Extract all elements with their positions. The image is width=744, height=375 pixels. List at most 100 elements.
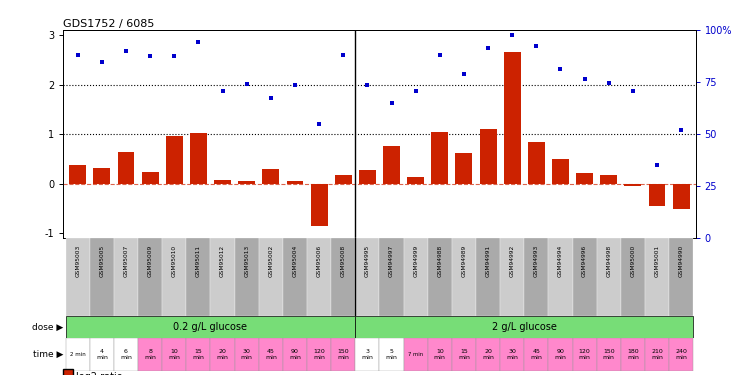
Bar <box>432 132 448 184</box>
Text: GSM95008: GSM95008 <box>341 244 346 277</box>
Bar <box>283 238 307 316</box>
Bar <box>190 133 207 184</box>
Bar <box>211 339 234 371</box>
Text: GSM95010: GSM95010 <box>172 244 177 277</box>
Bar <box>428 339 452 371</box>
Text: 3
min: 3 min <box>362 350 373 360</box>
Text: 8
min: 8 min <box>144 350 156 360</box>
Text: GSM95001: GSM95001 <box>655 244 659 277</box>
Text: GSM95003: GSM95003 <box>75 244 80 277</box>
Bar <box>548 339 573 371</box>
Text: 90
min: 90 min <box>554 350 566 360</box>
Bar <box>259 339 283 371</box>
Text: GSM95002: GSM95002 <box>269 244 273 277</box>
Bar <box>90 339 114 371</box>
Text: GSM94989: GSM94989 <box>461 244 466 277</box>
Text: GSM95013: GSM95013 <box>244 244 249 277</box>
Text: 10
min: 10 min <box>434 350 446 360</box>
Text: 30
min: 30 min <box>506 350 518 360</box>
Text: GSM94996: GSM94996 <box>582 244 587 277</box>
Text: GSM95007: GSM95007 <box>124 244 129 277</box>
Bar <box>452 339 476 371</box>
Text: 10
min: 10 min <box>168 350 180 360</box>
Text: GSM95006: GSM95006 <box>317 244 321 277</box>
Bar <box>166 136 183 184</box>
Bar <box>669 238 693 316</box>
Bar <box>186 339 211 371</box>
Bar <box>186 238 211 316</box>
Bar <box>335 176 352 184</box>
Bar <box>649 184 665 206</box>
Text: 150
min: 150 min <box>603 350 615 360</box>
Bar <box>548 238 573 316</box>
Bar <box>263 169 279 184</box>
Text: dose ▶: dose ▶ <box>32 322 63 332</box>
Bar <box>525 339 548 371</box>
Bar <box>620 238 645 316</box>
Text: 15
min: 15 min <box>458 350 470 360</box>
Bar <box>455 153 472 184</box>
Bar <box>307 238 331 316</box>
Bar <box>403 238 428 316</box>
Bar <box>552 159 569 184</box>
Text: GSM94990: GSM94990 <box>679 244 684 277</box>
Bar <box>673 184 690 209</box>
Bar <box>65 238 90 316</box>
Text: GSM95005: GSM95005 <box>100 244 104 277</box>
Bar <box>356 339 379 371</box>
Text: 6
min: 6 min <box>120 350 132 360</box>
Bar <box>645 339 669 371</box>
Bar <box>234 238 259 316</box>
Bar <box>162 238 186 316</box>
Text: 90
min: 90 min <box>289 350 301 360</box>
Text: 240
min: 240 min <box>676 350 687 360</box>
Text: log2 ratio: log2 ratio <box>76 372 123 375</box>
Bar <box>500 339 525 371</box>
Text: GSM95012: GSM95012 <box>220 244 225 277</box>
Text: GSM95000: GSM95000 <box>630 244 635 277</box>
Bar <box>504 53 521 184</box>
Text: 30
min: 30 min <box>241 350 253 360</box>
Bar <box>407 177 424 184</box>
Bar <box>90 238 114 316</box>
Bar <box>383 146 400 184</box>
Text: 45
min: 45 min <box>265 350 277 360</box>
Text: 5
min: 5 min <box>385 350 397 360</box>
Bar <box>214 180 231 184</box>
Bar <box>356 238 379 316</box>
Bar <box>669 339 693 371</box>
Bar <box>379 339 403 371</box>
Text: GSM94993: GSM94993 <box>534 244 539 277</box>
Text: 120
min: 120 min <box>313 350 325 360</box>
Text: GSM95004: GSM95004 <box>292 244 298 277</box>
Text: GSM94992: GSM94992 <box>510 244 515 277</box>
Text: GDS1752 / 6085: GDS1752 / 6085 <box>63 19 155 29</box>
Bar <box>94 168 110 184</box>
Bar <box>624 184 641 186</box>
Bar <box>576 173 593 184</box>
Bar <box>211 238 234 316</box>
Bar <box>597 339 620 371</box>
Bar <box>283 339 307 371</box>
Bar <box>331 238 356 316</box>
Text: GSM94991: GSM94991 <box>486 244 490 277</box>
Text: 20
min: 20 min <box>482 350 494 360</box>
Text: 120
min: 120 min <box>579 350 591 360</box>
Bar <box>259 238 283 316</box>
Text: 210
min: 210 min <box>651 350 663 360</box>
Text: 2 min: 2 min <box>70 352 86 357</box>
Bar <box>138 238 162 316</box>
Bar <box>525 238 548 316</box>
Bar <box>311 184 327 226</box>
Bar <box>307 339 331 371</box>
Bar <box>500 238 525 316</box>
Bar <box>452 238 476 316</box>
Text: 15
min: 15 min <box>193 350 205 360</box>
Bar <box>114 339 138 371</box>
Bar <box>428 238 452 316</box>
Text: 20
min: 20 min <box>217 350 228 360</box>
Bar <box>476 238 500 316</box>
Bar <box>359 171 376 184</box>
Bar <box>114 238 138 316</box>
Bar <box>331 339 356 371</box>
